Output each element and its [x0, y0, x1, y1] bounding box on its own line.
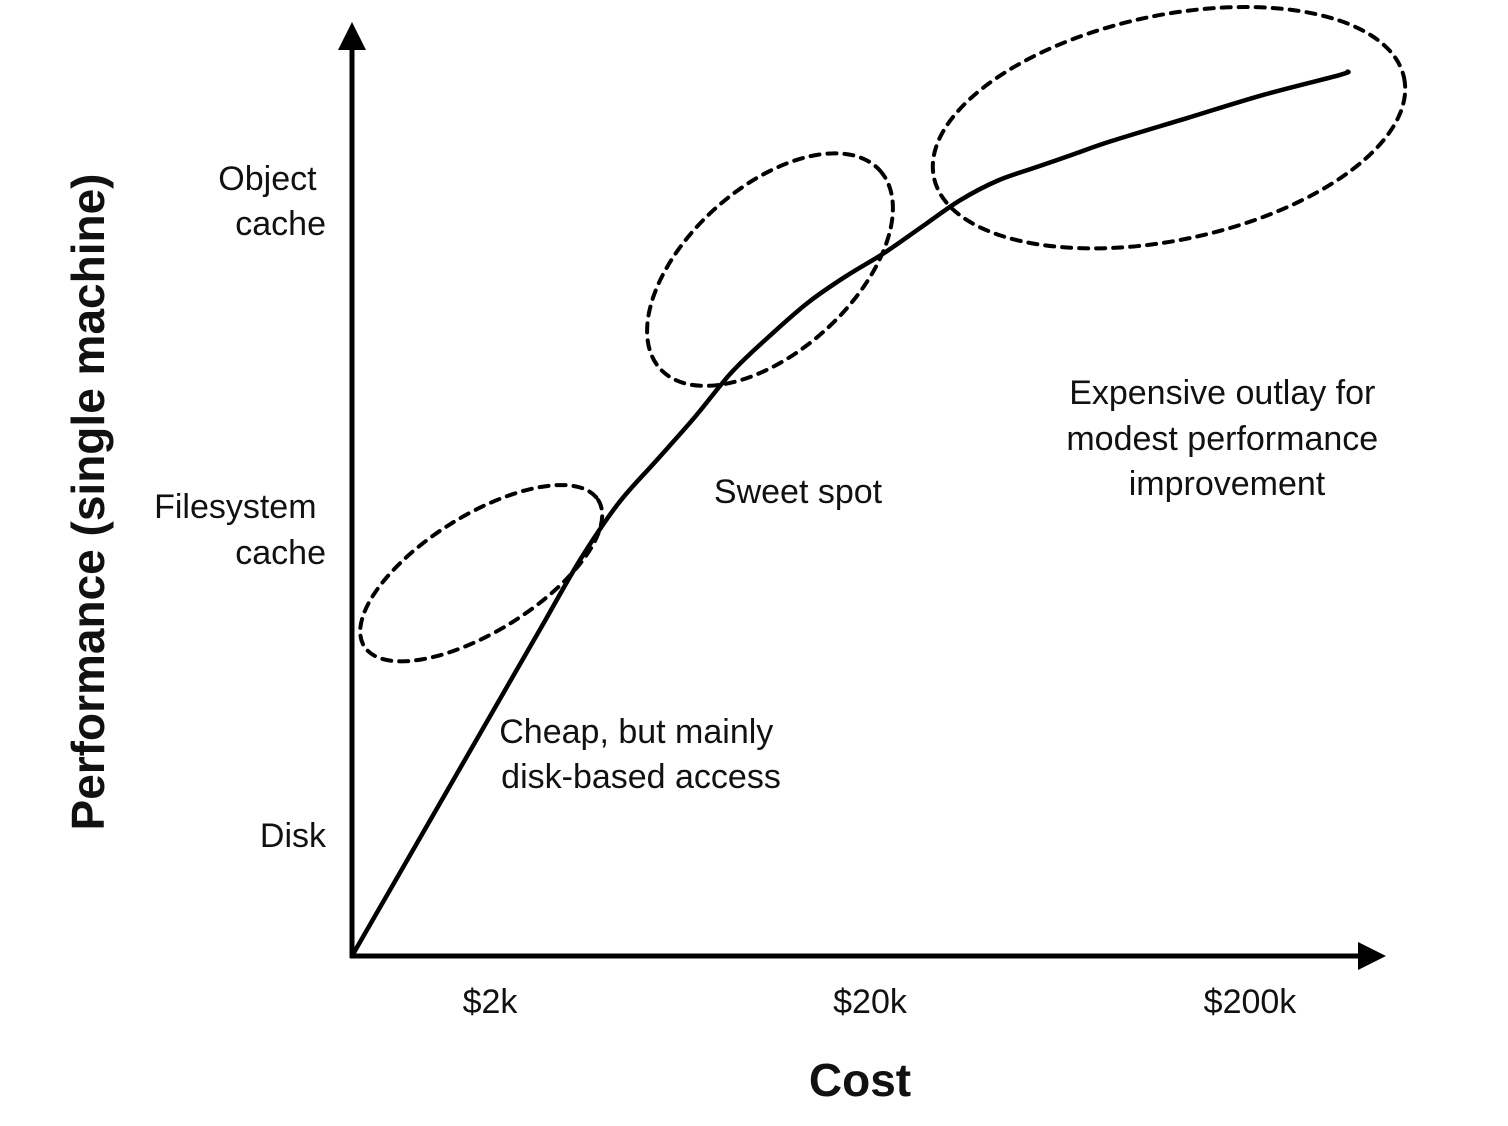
x-axis-title: Cost	[809, 1054, 911, 1106]
annotation-regions	[358, 5, 1408, 664]
annotation-cheap: Cheap, but mainly disk-based access	[499, 713, 783, 796]
annotation-line: Sweet spot	[714, 473, 883, 511]
y-tick-label-disk: Disk	[260, 817, 327, 855]
y-tick-line: cache	[235, 534, 326, 572]
region-cheap	[358, 483, 605, 664]
y-tick-label-filesystem-cache: Filesystem cache	[154, 488, 326, 572]
annotation-line: disk-based access	[501, 758, 781, 796]
y-axis-title: Performance (single machine)	[62, 174, 114, 831]
performance-curve	[349, 69, 1351, 959]
y-tick-line: Filesystem	[154, 488, 316, 526]
annotation-expensive: Expensive outlay for modest performance …	[1066, 374, 1387, 503]
annotation-line: modest performance	[1066, 420, 1378, 458]
x-tick-label-200k: $200k	[1204, 983, 1298, 1021]
annotation-sweet-spot: Sweet spot	[714, 473, 883, 511]
x-axis-arrow	[1358, 942, 1386, 970]
annotation-line: Expensive outlay for	[1069, 374, 1375, 412]
region-sweet-spot	[645, 151, 895, 388]
x-tick-label-2k: $2k	[463, 983, 519, 1021]
y-tick-line: cache	[235, 205, 326, 243]
y-tick-line: Object	[218, 160, 317, 198]
y-tick-label-object-cache: Object cache	[218, 160, 326, 243]
region-expensive	[930, 5, 1408, 251]
annotation-line: Cheap, but mainly	[499, 713, 773, 751]
y-axis-arrow	[338, 22, 366, 50]
y-tick-line: Disk	[260, 817, 327, 855]
x-tick-label-20k: $20k	[833, 983, 908, 1021]
annotation-line: improvement	[1129, 465, 1326, 503]
